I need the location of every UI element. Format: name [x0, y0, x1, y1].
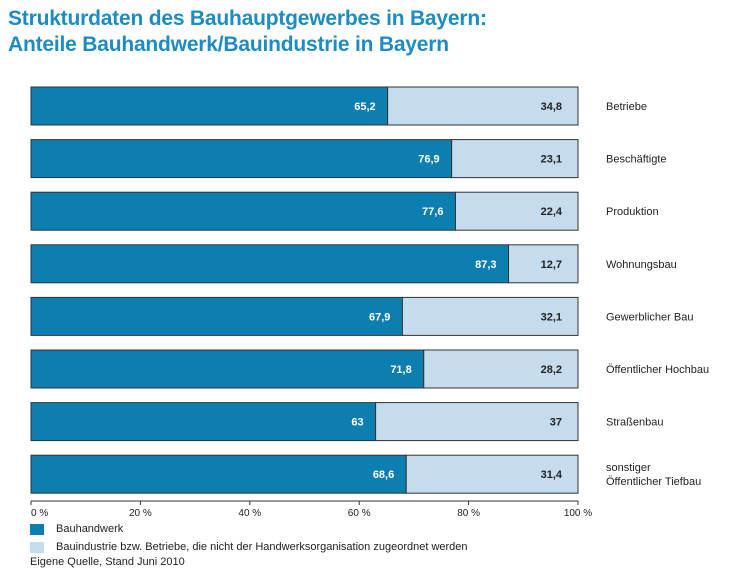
x-tick-label-100: 100 %: [564, 508, 592, 519]
category-label-wohnungsbau: Wohnungsbau: [606, 259, 677, 271]
value-label-bauhandwerk-öffentlicher-hochbau: 71,8: [390, 364, 411, 376]
value-label-bauindustrie-wohnungsbau: 12,7: [541, 259, 562, 271]
category-label-produktion: Produktion: [606, 206, 659, 218]
bar-bauindustrie-produktion: [454, 191, 579, 231]
legend: Bauhandwerk Bauindustrie bzw. Betriebe, …: [30, 520, 468, 556]
bar-bauhandwerk-beschäftigte: [30, 139, 453, 179]
value-label-bauhandwerk-wohnungsbau: 87,3: [475, 259, 496, 271]
category-label-sonstiger-öffentlicher-tiefbau: sonstiger Öffentlicher Tiefbau: [606, 462, 701, 488]
bar-bauindustrie-öffentlicher-hochbau: [423, 349, 579, 389]
legend-label-bauhandwerk: Bauhandwerk: [56, 523, 124, 535]
value-label-bauindustrie-beschäftigte: 23,1: [541, 154, 562, 166]
x-tick-label-0: 0 %: [31, 508, 48, 519]
value-label-bauhandwerk-betriebe: 65,2: [354, 101, 375, 113]
bar-bauindustrie-beschäftigte: [451, 139, 579, 179]
bar-bauindustrie-gewerblicher-bau: [401, 296, 579, 336]
chart-title-line-1: Strukturdaten des Bauhauptgewerbes in Ba…: [8, 7, 487, 30]
legend-swatch-bauhandwerk: [30, 523, 44, 535]
category-label-beschäftigte: Beschäftigte: [606, 154, 667, 166]
value-label-bauindustrie-betriebe: 34,8: [541, 101, 562, 113]
bar-bauindustrie-betriebe: [387, 86, 579, 126]
value-label-bauhandwerk-sonstiger-öffentlicher-tiefbau: 68,6: [373, 469, 394, 481]
value-label-bauindustrie-öffentlicher-hochbau: 28,2: [541, 364, 562, 376]
legend-label-bauindustrie: Bauindustrie bzw. Betriebe, die nicht de…: [56, 541, 468, 553]
value-label-bauindustrie-produktion: 22,4: [541, 206, 563, 218]
category-label-öffentlicher-hochbau: Öffentlicher Hochbau: [606, 364, 709, 376]
x-tick-label-60: 60 %: [348, 508, 371, 519]
stacked-bar-chart: 65,2 34,8 Betriebe 76,9 23,1 Beschäftigte 77,6…: [30, 86, 709, 519]
category-label-betriebe: Betriebe: [606, 101, 647, 113]
x-tick-label-20: 20 %: [129, 508, 152, 519]
bar-bauhandwerk-wohnungsbau: [30, 244, 510, 284]
bar-bauindustrie-straßenbau: [375, 402, 579, 442]
bar-bauhandwerk-straßenbau: [30, 402, 377, 442]
bar-bauhandwerk-öffentlicher-hochbau: [30, 349, 425, 389]
chart-title-line-2: Anteile Bauhandwerk/Bauindustrie in Baye…: [8, 33, 449, 56]
bar-bauindustrie-sonstiger-öffentlicher-tiefbau: [405, 454, 579, 494]
x-tick-label-40: 40 %: [238, 508, 261, 519]
bar-bauhandwerk-gewerblicher-bau: [30, 296, 403, 336]
value-label-bauindustrie-sonstiger-öffentlicher-tiefbau: 31,4: [541, 469, 563, 481]
legend-item-bauhandwerk: Bauhandwerk: [30, 520, 468, 538]
value-label-bauindustrie-straßenbau: 37: [550, 417, 562, 429]
bar-bauhandwerk-produktion: [30, 191, 456, 231]
chart-title: Strukturdaten des Bauhauptgewerbes in Ba…: [8, 6, 487, 58]
bar-bauhandwerk-betriebe: [30, 86, 389, 126]
value-label-bauindustrie-gewerblicher-bau: 32,1: [541, 311, 562, 323]
category-label-straßenbau: Straßenbau: [606, 417, 663, 429]
bar-bauhandwerk-sonstiger-öffentlicher-tiefbau: [30, 454, 407, 494]
value-label-bauhandwerk-straßenbau: 63: [351, 417, 363, 429]
value-label-bauhandwerk-gewerblicher-bau: 67,9: [369, 311, 390, 323]
legend-item-bauindustrie: Bauindustrie bzw. Betriebe, die nicht de…: [30, 538, 468, 556]
legend-swatch-bauindustrie: [30, 541, 44, 553]
x-tick-label-80: 80 %: [457, 508, 480, 519]
source-note: Eigene Quelle, Stand Juni 2010: [30, 556, 185, 568]
value-label-bauhandwerk-beschäftigte: 76,9: [418, 154, 439, 166]
bar-bauindustrie-wohnungsbau: [508, 244, 579, 284]
value-label-bauhandwerk-produktion: 77,6: [422, 206, 443, 218]
category-label-gewerblicher-bau: Gewerblicher Bau: [606, 311, 693, 323]
